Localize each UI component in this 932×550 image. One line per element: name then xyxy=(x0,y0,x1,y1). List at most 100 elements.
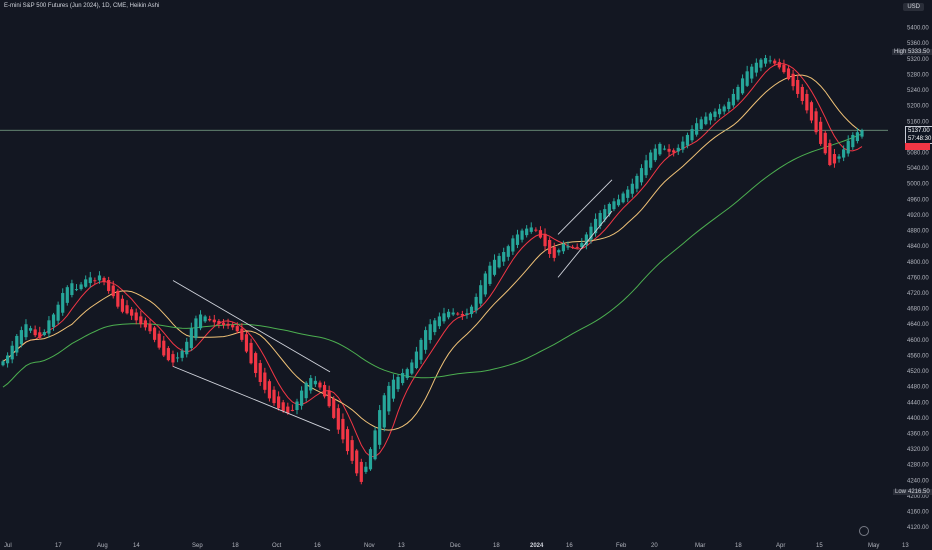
candle-body xyxy=(860,130,864,137)
candle-body xyxy=(469,306,474,315)
price-tick-label: 4680.00 xyxy=(907,307,929,313)
candle-body xyxy=(584,234,588,245)
candle-body xyxy=(465,313,469,315)
time-tick-label: Jul xyxy=(4,543,12,549)
candle-body xyxy=(194,318,198,339)
candle-body xyxy=(520,230,524,240)
price-tick-label: 5080.00 xyxy=(907,151,929,157)
candle-body xyxy=(851,134,855,148)
price-tick-label: 4920.00 xyxy=(907,213,929,219)
time-tick-label: 15 xyxy=(816,543,823,549)
time-tick-label: Nov xyxy=(364,543,375,549)
candle-body xyxy=(805,93,809,111)
candle-body xyxy=(635,175,639,189)
candle-body xyxy=(511,238,515,252)
high-tag: High xyxy=(892,49,909,55)
candle-body xyxy=(782,64,786,73)
candle-body xyxy=(231,324,235,328)
candle-body xyxy=(488,265,492,284)
candle-body xyxy=(322,385,327,397)
candle-body xyxy=(740,78,745,94)
price-tick-label: 4240.00 xyxy=(907,478,929,484)
last-price-value: 5137.00 xyxy=(908,128,930,134)
price-tick-label: 5200.00 xyxy=(907,104,929,110)
candle-body xyxy=(658,143,662,155)
candle-body xyxy=(483,273,487,295)
time-tick-label: 20 xyxy=(651,543,658,549)
candle-body xyxy=(690,129,694,141)
candle-body xyxy=(786,68,791,80)
candle-body xyxy=(401,373,405,384)
candle-body xyxy=(727,101,731,109)
candle-body xyxy=(267,381,272,399)
candle-body xyxy=(391,379,396,399)
price-tick-label: 5240.00 xyxy=(907,88,929,94)
moving-averages xyxy=(0,63,888,458)
candle-body xyxy=(814,111,818,133)
last-price-time: 57:48:30 xyxy=(908,136,932,142)
price-tick-label: 4440.00 xyxy=(907,400,929,406)
candle-body xyxy=(93,280,97,282)
time-tick-label: Apr xyxy=(776,543,785,549)
candle-body xyxy=(428,324,432,340)
time-tick-label: Sep xyxy=(192,543,203,549)
price-tick-label: 4600.00 xyxy=(907,338,929,344)
price-tick-label: 5360.00 xyxy=(907,41,929,47)
candle-body xyxy=(828,143,832,165)
candle-body xyxy=(745,71,749,86)
candle-body xyxy=(492,259,497,275)
candle-body xyxy=(152,327,157,340)
price-tick-label: 5280.00 xyxy=(907,72,929,78)
settings-icon[interactable] xyxy=(859,526,869,536)
candle-body xyxy=(5,355,10,364)
price-tick-label: 4800.00 xyxy=(907,260,929,266)
time-tick-label: 16 xyxy=(314,543,321,549)
time-tick-label: Dec xyxy=(450,543,461,549)
candle-body xyxy=(120,298,125,312)
candle-body xyxy=(644,160,648,176)
candle-body xyxy=(263,372,267,390)
time-tick-label: May xyxy=(868,543,879,549)
candle-body xyxy=(217,320,221,325)
candle-body xyxy=(33,329,37,336)
candle-body xyxy=(759,59,763,68)
time-tick-label: 2024 xyxy=(530,543,544,549)
candle-body xyxy=(249,342,253,364)
trendline xyxy=(557,210,613,278)
currency-label[interactable]: USD xyxy=(903,3,924,11)
candle-body xyxy=(717,108,722,115)
candle-body xyxy=(497,255,501,268)
candle-body xyxy=(1,361,5,366)
candle-body xyxy=(212,319,216,323)
price-tick-label: 4160.00 xyxy=(907,510,929,516)
candle-body xyxy=(649,152,653,168)
candle-body xyxy=(575,246,579,248)
candle-body xyxy=(589,226,593,240)
time-tick-label: Aug xyxy=(97,543,108,549)
candle-body xyxy=(336,408,340,430)
time-tick-label: Mar xyxy=(695,543,705,549)
candle-body xyxy=(607,204,611,215)
candle-body xyxy=(800,86,804,101)
price-tick-label: 4400.00 xyxy=(907,416,929,422)
trendlines xyxy=(172,179,613,431)
candle-body xyxy=(796,79,800,94)
candle-body xyxy=(580,243,584,247)
candle-body xyxy=(107,280,111,292)
candle-body xyxy=(593,218,598,234)
candle-body xyxy=(84,279,88,287)
price-tick-label: 4720.00 xyxy=(907,291,929,297)
candle-body xyxy=(534,229,538,231)
candle-body xyxy=(304,382,308,399)
candle-body xyxy=(777,62,781,68)
candle-body xyxy=(456,313,460,315)
candle-body xyxy=(185,341,189,355)
candle-body xyxy=(414,351,419,369)
price-tick-label: 5400.00 xyxy=(907,26,929,32)
candle-body xyxy=(598,213,602,227)
chart-title: E-mini S&P 500 Futures (Jun 2024), 1D, C… xyxy=(4,3,160,9)
candle-body xyxy=(525,228,529,236)
candle-body xyxy=(171,354,175,363)
candle-body xyxy=(538,230,543,238)
